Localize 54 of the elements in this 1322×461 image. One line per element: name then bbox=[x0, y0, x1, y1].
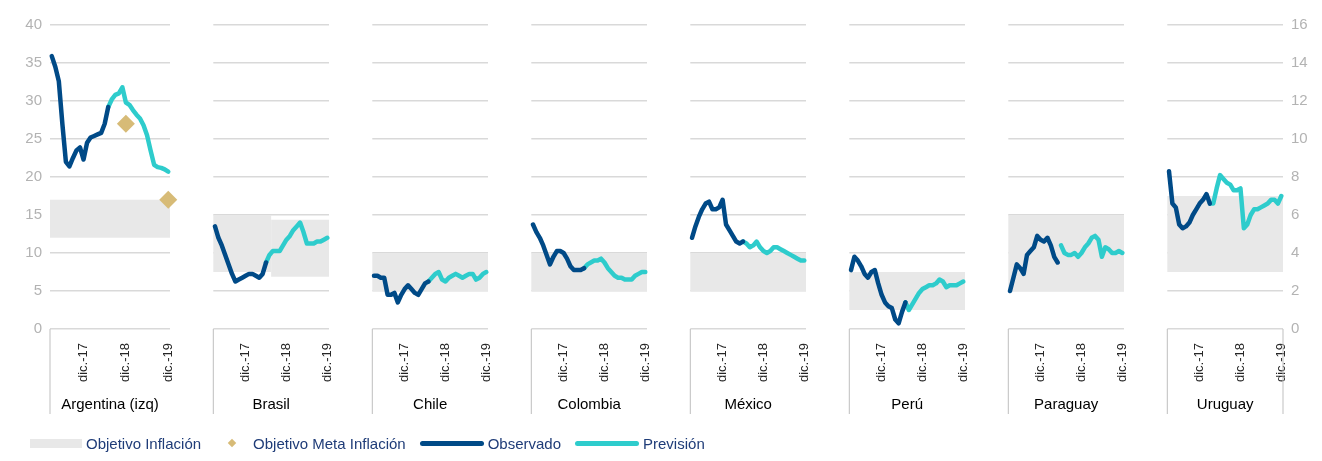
x-tick-label: dic.-17 bbox=[873, 342, 889, 383]
legend-label: Objetivo Meta Inflación bbox=[253, 434, 406, 452]
x-tick-label: dic.-19 bbox=[795, 342, 811, 383]
y-tick-label: 15 bbox=[25, 205, 42, 223]
y-tick-label: 5 bbox=[33, 281, 42, 299]
x-tick-label: dic.-17 bbox=[75, 342, 91, 383]
x-tick-label: dic.-17 bbox=[1191, 342, 1207, 383]
y-tick-label: 30 bbox=[25, 91, 42, 109]
y2-tick-label: 8 bbox=[1291, 167, 1300, 185]
x-tick-label: dic.-18 bbox=[278, 342, 294, 383]
x-tick-label: dic.-19 bbox=[477, 342, 493, 383]
y2-tick-label: 10 bbox=[1291, 129, 1308, 147]
y2-tick-label: 6 bbox=[1291, 205, 1300, 223]
x-tick-label: dic.-18 bbox=[1232, 342, 1248, 383]
x-tick-label: dic.-18 bbox=[437, 342, 453, 383]
x-tick-label: dic.-19 bbox=[636, 342, 652, 383]
x-tick-label: dic.-17 bbox=[714, 342, 730, 383]
x-axis-title: Uruguay bbox=[1196, 395, 1254, 413]
legend-label: Objetivo Inflación bbox=[86, 434, 202, 452]
x-tick-label: dic.-19 bbox=[159, 342, 175, 383]
y2-tick-label: 12 bbox=[1291, 91, 1308, 109]
x-tick-label: dic.-18 bbox=[117, 342, 133, 383]
y2-tick-label: 0 bbox=[1291, 319, 1300, 337]
y-tick-label: 35 bbox=[25, 53, 42, 71]
x-axis-title: Chile bbox=[413, 395, 448, 413]
x-tick-label: dic.-19 bbox=[1113, 342, 1129, 383]
x-axis-title: Brasil bbox=[252, 395, 290, 413]
x-tick-label: dic.-18 bbox=[1073, 342, 1089, 383]
y2-tick-label: 16 bbox=[1291, 15, 1308, 33]
x-tick-label: dic.-17 bbox=[1032, 342, 1048, 383]
x-axis-title: Perú bbox=[891, 395, 923, 413]
x-tick-label: dic.-18 bbox=[755, 342, 771, 383]
y-tick-label: 0 bbox=[33, 319, 42, 337]
y2-tick-label: 4 bbox=[1291, 243, 1300, 261]
y-tick-label: 25 bbox=[25, 129, 42, 147]
y-tick-label: 20 bbox=[25, 167, 42, 185]
x-tick-label: dic.-18 bbox=[914, 342, 930, 383]
x-tick-label: dic.-19 bbox=[318, 342, 334, 383]
legend-label: Previsión bbox=[643, 434, 705, 452]
y-tick-label: 40 bbox=[25, 15, 42, 33]
y-tick-label: 10 bbox=[25, 243, 42, 261]
x-axis-title: Colombia bbox=[557, 395, 622, 413]
x-axis-title: Argentina (izq) bbox=[61, 395, 159, 413]
x-tick-label: dic.-19 bbox=[1272, 342, 1288, 383]
x-tick-label: dic.-18 bbox=[596, 342, 612, 383]
x-tick-label: dic.-17 bbox=[237, 342, 253, 383]
x-axis-title: Paraguay bbox=[1034, 395, 1099, 413]
y2-tick-label: 14 bbox=[1291, 53, 1308, 71]
x-axis-title: México bbox=[724, 395, 772, 413]
x-tick-label: dic.-17 bbox=[396, 342, 412, 383]
x-tick-label: dic.-17 bbox=[555, 342, 571, 383]
x-tick-label: dic.-19 bbox=[954, 342, 970, 383]
y2-tick-label: 2 bbox=[1291, 281, 1300, 299]
legend-label: Observado bbox=[487, 434, 562, 452]
